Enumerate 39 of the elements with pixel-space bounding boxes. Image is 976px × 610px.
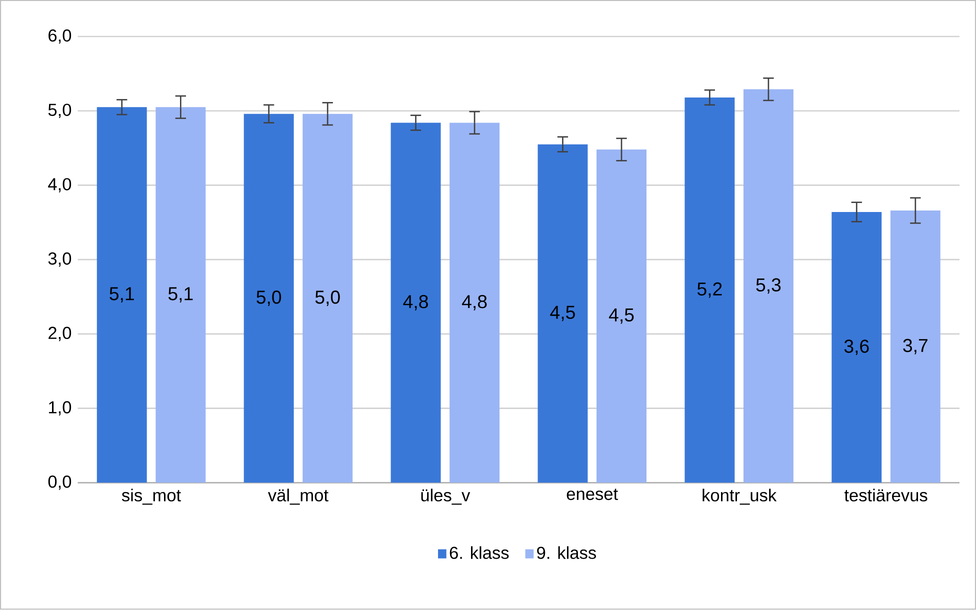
- bar: [96, 107, 147, 483]
- x-tick-label: eneset: [566, 488, 618, 500]
- data-label: 4,5: [608, 308, 634, 324]
- bar: [390, 122, 441, 483]
- bar: [244, 114, 294, 483]
- data-label: 4,8: [403, 295, 428, 311]
- y-tick-label: 0,0: [48, 476, 72, 490]
- x-tick-label: väl_mot: [268, 488, 328, 505]
- bar: [302, 114, 353, 483]
- data-label: 5,0: [315, 290, 340, 306]
- x-tick-label: üles_v: [421, 488, 470, 505]
- bar: [743, 89, 794, 483]
- data-label: 5,2: [697, 282, 722, 298]
- bar: [832, 212, 882, 483]
- bar: [684, 98, 735, 483]
- bar: [450, 122, 500, 483]
- data-label: 3,6: [844, 340, 869, 356]
- data-label: 5,0: [256, 290, 282, 306]
- y-tick-label: 2,0: [48, 326, 72, 342]
- legend-label: 9. klass: [537, 546, 596, 560]
- bar: [538, 144, 588, 483]
- x-tick-label: testiärevus: [844, 488, 928, 502]
- y-tick-label: 6,0: [48, 29, 72, 44]
- data-label: 5,1: [110, 287, 134, 303]
- bar: [596, 150, 646, 483]
- x-tick-label: kontr_usk: [702, 488, 777, 505]
- data-label: 4,8: [462, 295, 487, 311]
- data-label: 3,7: [903, 338, 928, 354]
- y-tick-label: 3,0: [48, 252, 72, 267]
- data-label: 5,3: [756, 278, 781, 294]
- data-label: 4,5: [550, 306, 575, 322]
- legend-label: 6. klass: [450, 546, 509, 560]
- y-tick-label: 1,0: [48, 401, 72, 416]
- y-tick-label: 5,0: [48, 104, 72, 118]
- x-tick-label: sis_mot: [122, 488, 181, 505]
- bar: [156, 107, 206, 483]
- y-tick-label: 4,0: [48, 178, 72, 192]
- data-label: 5,1: [168, 287, 193, 303]
- bar: [890, 210, 940, 483]
